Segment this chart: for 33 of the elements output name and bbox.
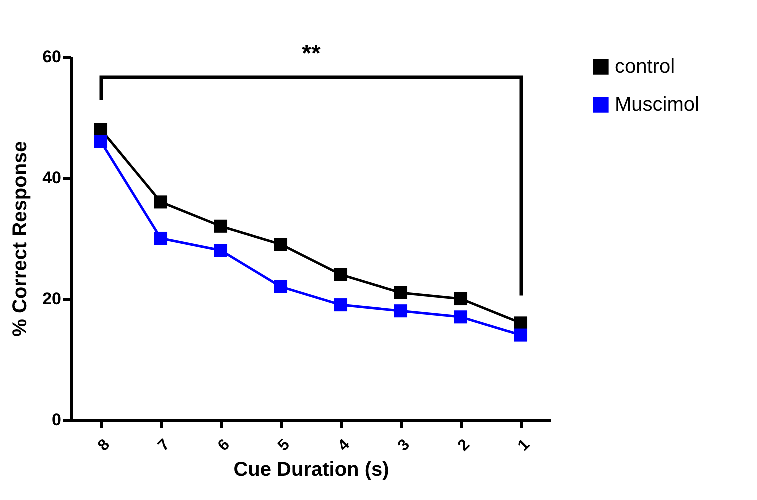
legend-label: Muscimol <box>615 94 700 116</box>
y-tick-label: 40 <box>42 168 62 188</box>
y-tick-label: 60 <box>42 48 62 66</box>
point <box>154 232 168 246</box>
x-axis-title: Cue Duration (s) <box>234 459 390 482</box>
point <box>214 244 228 258</box>
point <box>394 286 408 300</box>
point <box>274 280 288 294</box>
point <box>94 135 108 148</box>
y-axis-title: % Correct Response <box>10 141 32 337</box>
x-tick-label: 2 <box>455 436 474 455</box>
point <box>454 310 468 324</box>
point <box>94 123 108 136</box>
point <box>274 238 288 252</box>
y-tick-label: 0 <box>52 410 62 430</box>
legend-label: control <box>615 56 676 78</box>
y-tick-label: 20 <box>42 290 62 308</box>
point <box>394 304 408 318</box>
point <box>154 196 168 209</box>
x-tick-label: 5 <box>275 436 294 455</box>
x-tick-label: 7 <box>155 436 174 455</box>
x-tick-label: 1 <box>515 436 534 455</box>
point <box>214 220 228 233</box>
x-tick-label: 3 <box>395 436 414 455</box>
point <box>514 316 528 330</box>
point <box>334 298 348 312</box>
point <box>514 328 528 342</box>
point <box>334 268 348 282</box>
point <box>454 292 468 306</box>
x-tick-label: 6 <box>215 436 234 455</box>
annotation: ** <box>302 40 322 68</box>
x-tick-label: 8 <box>95 436 114 455</box>
x-tick-label: 4 <box>335 436 354 455</box>
